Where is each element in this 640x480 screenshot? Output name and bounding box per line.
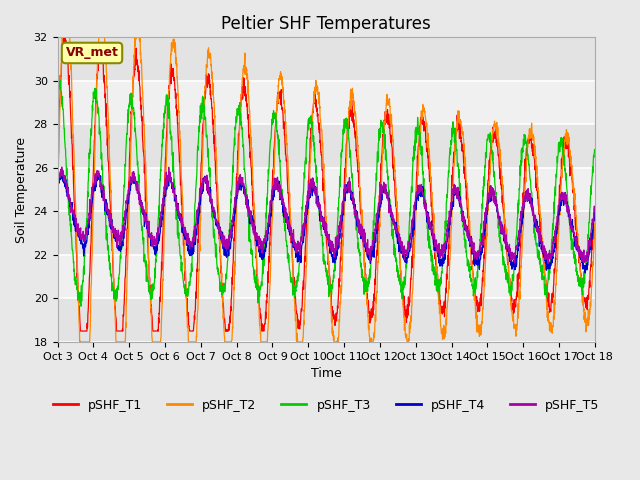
Bar [58,211,595,255]
pSHF_T4 [204,181,211,187]
pSHF_T2 [342,174,350,180]
Bar [58,124,595,168]
pSHF_T1 [342,156,350,162]
pSHF_T2 [204,48,212,54]
Bar [58,37,595,81]
Line: pSHF_T1: pSHF_T1 [58,37,595,331]
pSHF_T1 [483,206,490,212]
pSHF_T5 [544,257,552,263]
pSHF_T4 [581,270,589,276]
Line: pSHF_T2: pSHF_T2 [58,37,595,342]
pSHF_T3 [55,72,63,78]
pSHF_T3 [354,236,362,241]
pSHF_T4 [559,192,566,198]
pSHF_T3 [77,303,84,309]
pSHF_T2 [76,339,83,345]
pSHF_T4 [483,209,490,215]
pSHF_T5 [483,209,490,215]
X-axis label: Time: Time [311,367,342,380]
Legend: pSHF_T1, pSHF_T2, pSHF_T3, pSHF_T4, pSHF_T5: pSHF_T1, pSHF_T2, pSHF_T3, pSHF_T4, pSHF… [48,394,604,417]
pSHF_T4 [544,264,552,270]
pSHF_T2 [559,159,566,165]
pSHF_T4 [353,212,361,217]
Title: Peltier SHF Temperatures: Peltier SHF Temperatures [221,15,431,33]
pSHF_T2 [354,144,362,150]
pSHF_T4 [591,215,598,220]
pSHF_T1 [559,149,566,155]
pSHF_T3 [342,123,350,129]
pSHF_T5 [204,181,211,187]
pSHF_T4 [342,189,349,194]
pSHF_T3 [54,93,61,99]
Line: pSHF_T4: pSHF_T4 [58,173,595,273]
pSHF_T2 [544,318,552,324]
Y-axis label: Soil Temperature: Soil Temperature [15,137,28,242]
pSHF_T3 [204,145,212,151]
pSHF_T1 [354,163,362,168]
pSHF_T5 [58,164,65,170]
pSHF_T2 [483,235,490,240]
Text: VR_met: VR_met [65,47,118,60]
Line: pSHF_T5: pSHF_T5 [58,167,595,264]
pSHF_T1 [591,206,598,212]
pSHF_T1 [77,328,84,334]
pSHF_T4 [59,170,67,176]
pSHF_T1 [544,289,552,295]
pSHF_T1 [204,74,212,80]
pSHF_T5 [54,182,61,188]
Bar [58,299,595,342]
pSHF_T4 [54,186,61,192]
pSHF_T3 [544,280,552,286]
pSHF_T1 [60,35,67,40]
pSHF_T2 [54,198,61,204]
pSHF_T2 [59,35,67,40]
pSHF_T5 [353,219,361,225]
pSHF_T5 [591,204,598,210]
pSHF_T3 [591,148,598,154]
pSHF_T2 [591,220,598,226]
pSHF_T1 [54,154,61,159]
pSHF_T3 [483,144,490,150]
pSHF_T5 [544,261,552,266]
pSHF_T5 [559,190,566,196]
Line: pSHF_T3: pSHF_T3 [58,75,595,306]
pSHF_T3 [559,146,566,152]
pSHF_T5 [342,184,349,190]
